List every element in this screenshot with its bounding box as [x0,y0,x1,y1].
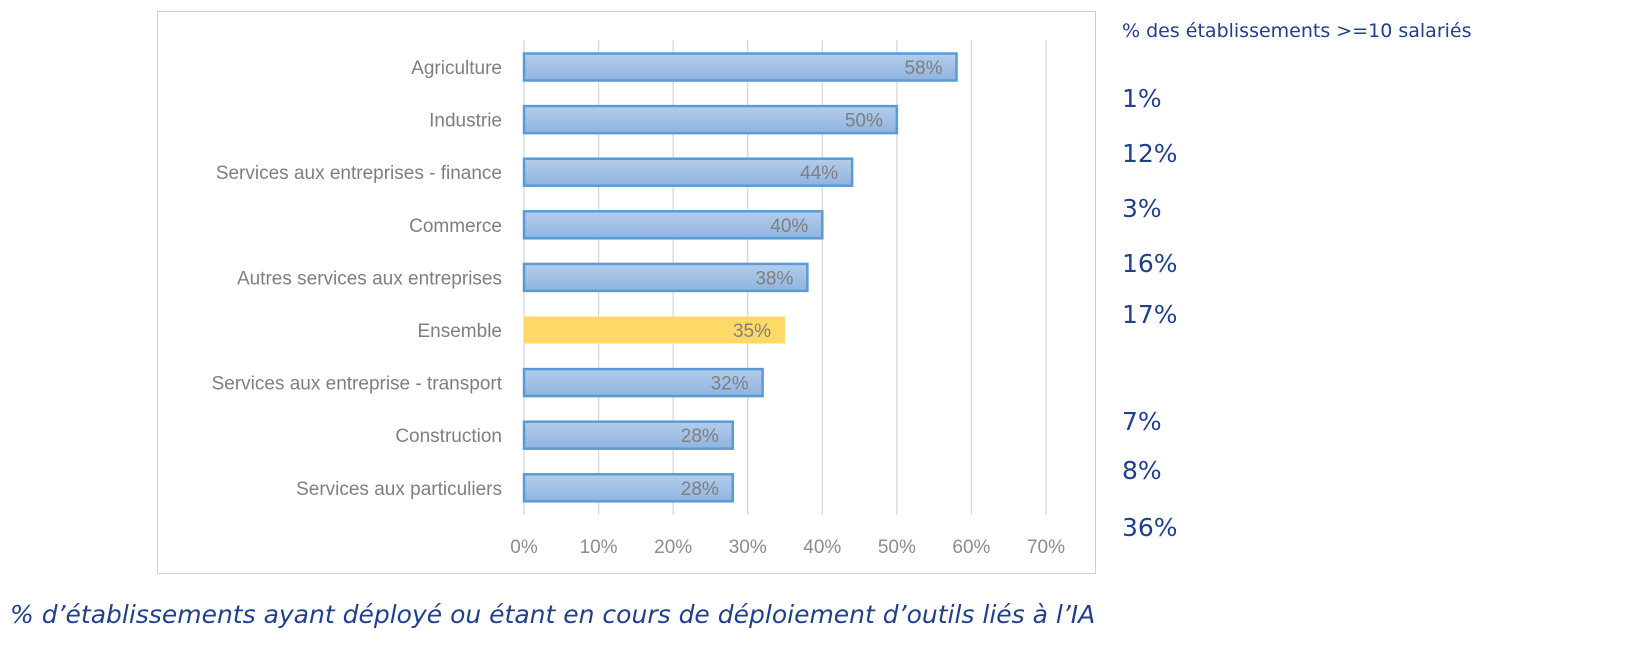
data-label: 28% [681,479,719,500]
bar [522,420,735,450]
bar [522,262,809,293]
data-label: 50% [845,111,883,132]
x-tick-label: 40% [803,537,841,558]
data-label: 44% [800,163,838,184]
x-tick-label: 30% [729,537,767,558]
chart-frame [157,11,1096,574]
x-tick-label: 20% [654,537,692,558]
x-tick-label: 50% [878,537,916,558]
x-tick-label: 10% [580,537,618,558]
bar [522,210,824,240]
category-label: Services aux entreprise - transport [212,374,503,395]
x-tick-label: 0% [510,537,538,558]
data-label: 58% [904,58,942,79]
bar [522,157,854,187]
category-label: Services aux particuliers [296,479,502,500]
side-value: 3% [1122,194,1162,223]
side-value: 7% [1122,407,1162,436]
side-value: 8% [1122,456,1162,485]
data-label: 38% [755,268,793,289]
data-label: 40% [770,216,808,237]
category-label: Services aux entreprises - finance [216,163,502,184]
side-value: 1% [1122,84,1162,113]
data-label: 35% [733,321,771,342]
side-value: 12% [1122,139,1178,168]
bar [522,367,764,398]
chart-caption: % d’établissements ayant déployé ou étan… [10,600,1096,629]
category-label: Commerce [409,216,502,237]
bar [522,104,899,135]
x-tick-label: 60% [952,537,990,558]
side-value: 17% [1122,300,1178,329]
x-tick-label: 70% [1027,537,1065,558]
bar [522,473,735,503]
side-value: 16% [1122,249,1178,278]
side-value: 36% [1122,513,1178,542]
data-label: 32% [711,374,749,395]
bar [522,52,958,82]
category-label: Construction [395,426,502,447]
category-label: Ensemble [418,321,503,342]
category-label: Autres services aux entreprises [237,268,502,289]
category-label: Industrie [429,111,502,132]
data-label: 28% [681,426,719,447]
category-label: Agriculture [411,58,502,79]
bar-chart: Agriculture 58% Industrie 50% Services aux e… [212,40,1065,558]
bar [524,316,785,344]
side-panel-title: % des établissements >=10 salariés [1122,20,1472,42]
